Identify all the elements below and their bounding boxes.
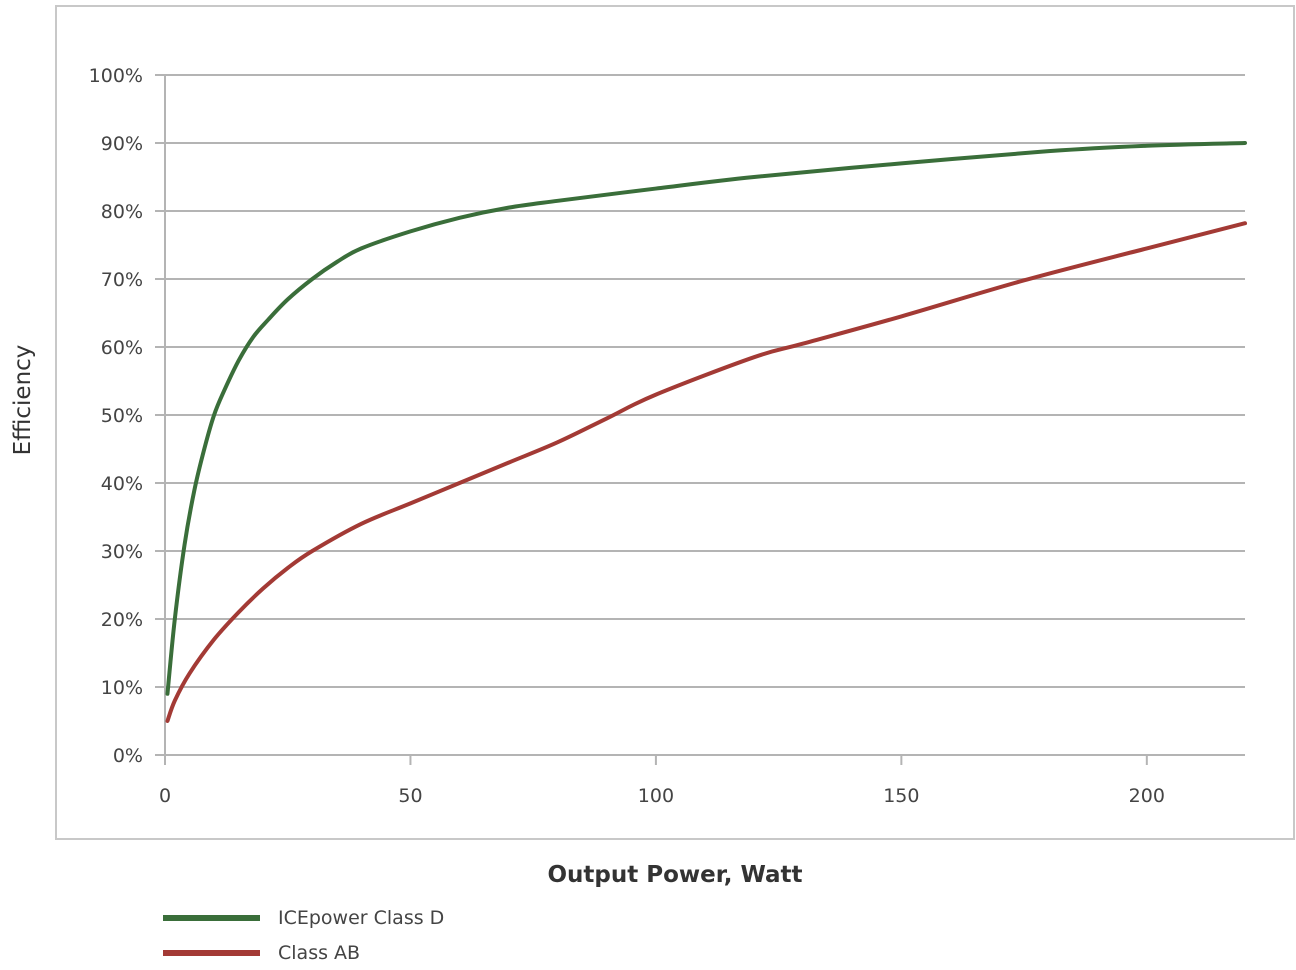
series-lines [165, 141, 1247, 723]
y-tick-label: 20% [101, 609, 143, 631]
legend-label: ICEpower Class D [278, 906, 445, 929]
series-line-1 [165, 221, 1247, 723]
x-tick-label: 100 [638, 785, 674, 807]
y-tick-label: 50% [101, 405, 143, 427]
efficiency-chart: 0% 10% 20% 30% 40% 50% 60% 70% 80% 90% 100% 0 50 100… [10, 65, 1247, 888]
legend-label: Class AB [278, 941, 361, 964]
legend-item: ICEpower Class D [163, 900, 444, 935]
y-tick-label: 100% [89, 65, 143, 87]
y-axis-ticks: 0% 10% 20% 30% 40% 50% 60% 70% 80% 90% 100% [89, 65, 143, 767]
y-tick-label: 30% [101, 541, 143, 563]
y-tick-label: 40% [101, 473, 143, 495]
series-line-0 [165, 141, 1247, 696]
legend-swatch-class-ab [163, 949, 260, 956]
x-tick-label: 0 [159, 785, 171, 807]
x-tick-label: 50 [398, 785, 422, 807]
y-tick-label: 0% [113, 745, 143, 767]
x-tick-label: 200 [1129, 785, 1165, 807]
legend-item: Class AB [163, 935, 444, 970]
x-axis-title: Output Power, Watt [547, 862, 802, 888]
y-axis-title: Efficiency [10, 345, 36, 456]
x-axis-ticks: 0 50 100 150 200 [159, 755, 1165, 807]
y-tick-label: 10% [101, 677, 143, 699]
chart-frame [55, 5, 1295, 840]
y-tick-label: 60% [101, 337, 143, 359]
legend: ICEpower Class D Class AB [163, 900, 444, 970]
y-tick-label: 80% [101, 201, 143, 223]
y-tick-label: 90% [101, 133, 143, 155]
legend-swatch-class-d [163, 914, 260, 921]
gridlines [155, 74, 1245, 765]
x-tick-label: 150 [883, 785, 919, 807]
y-tick-label: 70% [101, 269, 143, 291]
